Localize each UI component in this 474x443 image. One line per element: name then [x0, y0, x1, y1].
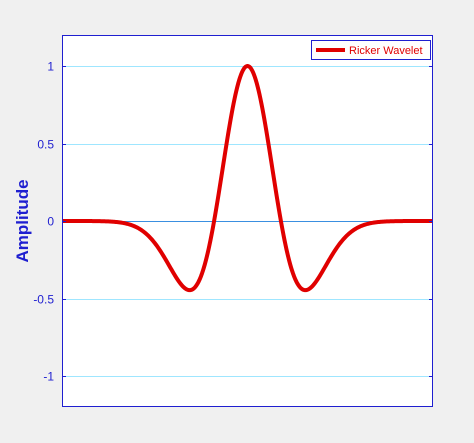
y-tick-label: -0.5 — [33, 293, 54, 307]
series-layer — [60, 64, 435, 293]
legend-entry-ricker-wavelet: Ricker Wavelet — [349, 45, 423, 57]
y-axis-ticks: -1 -0.5 0 0.5 1 — [33, 60, 433, 384]
y-tick-label: 0.5 — [37, 138, 54, 152]
y-tick-label: 0 — [47, 215, 54, 229]
y-tick-label: -1 — [43, 370, 54, 384]
legend-box — [311, 40, 431, 60]
y-tick-label: 1 — [47, 60, 54, 74]
legend[interactable]: Ricker Wavelet — [311, 40, 431, 60]
y-axis-label: Amplitude — [13, 179, 32, 262]
series-line-ricker-wavelet — [60, 64, 435, 293]
